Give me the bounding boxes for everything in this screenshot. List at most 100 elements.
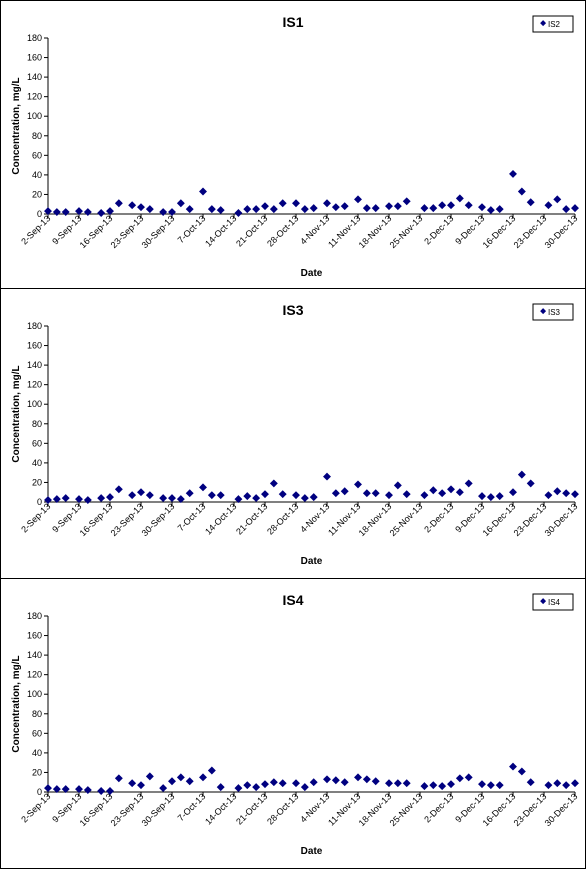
x-tick-label-21-oct-13: 21-Oct-13 [234,791,269,826]
data-point-30 [354,195,362,204]
y-tick-label-140: 140 [27,72,42,82]
y-tick-label-40: 40 [32,458,42,468]
data-point-8 [128,201,137,210]
y-tick-label-60: 60 [32,150,42,160]
data-point-4 [83,786,92,795]
x-tick-label-7-oct-13: 7-Oct-13 [176,501,208,533]
x-tick-label-2-dec-13: 2-Dec-13 [422,501,455,534]
data-point-15 [199,483,207,492]
y-tick-label-20: 20 [32,767,42,777]
y-tick-label-0: 0 [37,209,42,219]
data-point-23 [278,490,287,499]
legend-label: IS4 [548,598,561,607]
x-tick-label-30-sep-13: 30-Sep-13 [140,501,177,538]
data-point-42 [478,492,486,501]
data-point-50 [562,489,571,498]
data-point-12 [168,494,176,503]
data-point-17 [216,206,225,215]
data-point-32 [371,489,380,498]
x-tick-label-2-dec-13: 2-Dec-13 [422,791,455,824]
y-axis-label: Concentration, mg/L [11,77,22,174]
data-point-49 [553,779,562,788]
x-tick-label-28-oct-13: 28-Oct-13 [265,501,300,536]
data-point-24 [292,779,300,788]
data-point-30 [354,480,362,489]
data-point-18 [234,495,243,504]
data-points [44,169,579,217]
legend-label: IS2 [548,20,561,29]
x-tick-label-14-oct-13: 14-Oct-13 [203,213,238,248]
data-point-13 [176,773,185,782]
data-point-10 [145,772,154,781]
data-point-12 [168,777,176,786]
x-axis-label: Date [301,556,323,567]
data-point-8 [128,779,137,788]
data-point-25 [300,783,309,792]
data-point-51 [571,204,579,213]
data-point-44 [495,205,504,214]
data-point-42 [478,780,486,789]
data-point-25 [300,205,309,214]
data-point-51 [571,490,579,499]
data-point-35 [402,779,411,788]
data-point-28 [331,489,340,498]
y-tick-label-100: 100 [27,399,42,409]
data-point-23 [278,199,287,208]
x-tick-label-30-sep-13: 30-Sep-13 [140,213,177,250]
data-point-13 [176,199,185,208]
data-point-45 [509,488,517,497]
data-point-31 [362,204,371,213]
data-point-2 [61,494,70,503]
x-tick-label-25-nov-13: 25-Nov-13 [388,501,425,538]
y-tick-label-100: 100 [27,111,42,121]
chart-title: IS3 [282,302,303,318]
x-tick-label-28-oct-13: 28-Oct-13 [265,791,300,826]
data-point-5 [97,494,106,503]
legend-box [532,593,574,611]
y-tick-label-20: 20 [32,477,42,487]
data-point-9 [137,203,145,212]
data-point-7 [114,485,123,494]
data-point-47 [526,198,535,207]
data-point-26 [309,778,318,787]
x-tick-label-7-oct-13: 7-Oct-13 [176,213,208,245]
data-point-27 [323,472,331,481]
data-point-33 [385,779,393,788]
x-tick-label-2-dec-13: 2-Dec-13 [422,213,455,246]
data-point-35 [402,197,411,206]
data-point-19 [243,492,252,501]
data-point-47 [526,479,535,488]
data-point-21 [261,780,269,789]
y-tick-label-20: 20 [32,189,42,199]
data-point-17 [216,491,225,500]
data-point-9 [137,488,145,497]
y-tick-label-120: 120 [27,670,42,680]
y-axis-label: Concentration, mg/L [11,365,22,462]
data-point-37 [429,204,438,213]
data-point-20 [252,205,261,214]
data-point-16 [207,491,216,500]
data-point-17 [216,783,225,792]
data-point-24 [292,199,300,208]
y-tick-label-40: 40 [32,748,42,758]
data-point-43 [486,493,495,502]
x-tick-label-2-sep-13: 2-Sep-13 [19,501,52,534]
data-point-46 [517,187,526,196]
data-point-34 [393,202,402,211]
data-point-32 [371,777,380,786]
data-point-38 [438,782,447,791]
data-point-3 [75,207,83,216]
y-tick-label-40: 40 [32,170,42,180]
data-point-44 [495,781,504,790]
data-point-38 [438,489,447,498]
chart-panel-is4: IS4 IS4 0 20 40 60 80 100 120 140 160 180 2-Sep-13 9-… [0,578,586,869]
y-tick-label-140: 140 [27,360,42,370]
data-point-14 [185,205,194,214]
data-point-46 [517,767,526,776]
data-point-35 [402,490,411,499]
x-tick-label-30-sep-13: 30-Sep-13 [140,791,177,828]
data-point-38 [438,201,447,210]
data-point-16 [207,766,216,775]
data-point-51 [571,779,579,788]
y-tick-label-140: 140 [27,650,42,660]
